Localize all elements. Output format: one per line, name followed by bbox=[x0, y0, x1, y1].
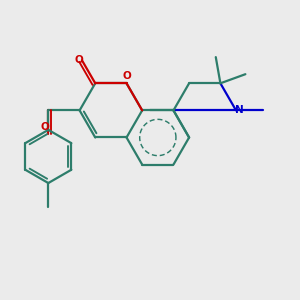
Text: O: O bbox=[41, 122, 50, 132]
Text: N: N bbox=[235, 105, 244, 116]
Text: O: O bbox=[74, 55, 83, 65]
Text: O: O bbox=[122, 71, 131, 81]
